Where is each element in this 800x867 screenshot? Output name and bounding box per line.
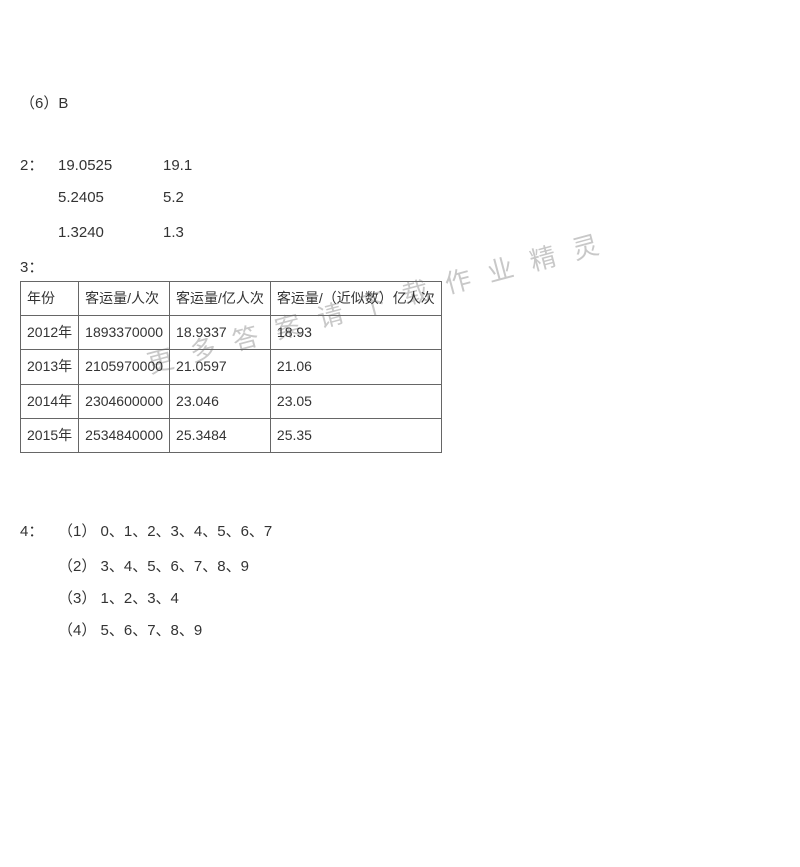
table-cell: 2013年 bbox=[21, 350, 79, 384]
question-6: （6）B bbox=[20, 90, 780, 117]
table-row: 2014年230460000023.04623.05 bbox=[21, 384, 442, 418]
table-cell: 23.05 bbox=[270, 384, 441, 418]
table-cell: 21.06 bbox=[270, 350, 441, 384]
q4-line-2: （3） 1、2、3、4 bbox=[20, 585, 780, 612]
question-4: 4：（1） 0、1、2、3、4、5、6、7 （2） 3、4、5、6、7、8、9 … bbox=[20, 518, 780, 644]
table-header: 年份 bbox=[21, 282, 79, 316]
table-cell: 18.9337 bbox=[170, 316, 271, 350]
table-cell: 25.3484 bbox=[170, 418, 271, 452]
table-cell: 2012年 bbox=[21, 316, 79, 350]
table-header: 客运量/（近似数）亿人次 bbox=[270, 282, 441, 316]
table-row: 2015年253484000025.348425.35 bbox=[21, 418, 442, 452]
table-cell: 21.0597 bbox=[170, 350, 271, 384]
q2-row-1: 5.24055.2 bbox=[20, 184, 780, 211]
q4-line-0: 4：（1） 0、1、2、3、4、5、6、7 bbox=[20, 518, 780, 545]
q4-sub-1-v: 3、4、5、6、7、8、9 bbox=[101, 558, 249, 575]
q4-sub-2-v: 1、2、3、4 bbox=[101, 590, 179, 607]
q4-sub-1-n: （2） bbox=[58, 558, 96, 575]
table-cell: 1893370000 bbox=[79, 316, 170, 350]
table-cell: 18.93 bbox=[270, 316, 441, 350]
q4-sub-3-n: （4） bbox=[58, 622, 96, 639]
q2-r2-b: 1.3 bbox=[163, 219, 184, 246]
q3-label: 3： bbox=[20, 254, 780, 281]
q2-row-2: 1.32401.3 bbox=[20, 219, 780, 246]
question-3: 3： 年份 客运量/人次 客运量/亿人次 客运量/（近似数）亿人次 2012年1… bbox=[20, 254, 780, 453]
q2-label: 2： bbox=[20, 152, 58, 179]
table-cell: 2014年 bbox=[21, 384, 79, 418]
table-header: 客运量/亿人次 bbox=[170, 282, 271, 316]
table-cell: 25.35 bbox=[270, 418, 441, 452]
table-row: 2013年210597000021.059721.06 bbox=[21, 350, 442, 384]
question-2: 2：19.052519.1 bbox=[20, 152, 780, 179]
table-cell: 2304600000 bbox=[79, 384, 170, 418]
q4-sub-3-v: 5、6、7、8、9 bbox=[101, 622, 203, 639]
table-cell: 2015年 bbox=[21, 418, 79, 452]
q2-r0-b: 19.1 bbox=[163, 152, 192, 179]
table-cell: 2534840000 bbox=[79, 418, 170, 452]
q4-sub-0-v: 0、1、2、3、4、5、6、7 bbox=[101, 523, 273, 540]
document-content: （6）B 2：19.052519.1 5.24055.2 1.32401.3 3… bbox=[20, 90, 780, 644]
q2-r2-a: 1.3240 bbox=[58, 219, 163, 246]
q4-line-1: （2） 3、4、5、6、7、8、9 bbox=[20, 553, 780, 580]
q2-r1-a: 5.2405 bbox=[58, 184, 163, 211]
q4-line-3: （4） 5、6、7、8、9 bbox=[20, 617, 780, 644]
q6-text: （6）B bbox=[20, 95, 68, 112]
table-header: 客运量/人次 bbox=[79, 282, 170, 316]
table-cell: 2105970000 bbox=[79, 350, 170, 384]
q4-sub-0-n: （1） bbox=[58, 523, 96, 540]
q2-r0-a: 19.0525 bbox=[58, 152, 163, 179]
table-header-row: 年份 客运量/人次 客运量/亿人次 客运量/（近似数）亿人次 bbox=[21, 282, 442, 316]
table-cell: 23.046 bbox=[170, 384, 271, 418]
q4-sub-2-n: （3） bbox=[58, 590, 96, 607]
data-table: 年份 客运量/人次 客运量/亿人次 客运量/（近似数）亿人次 2012年1893… bbox=[20, 281, 442, 453]
table-row: 2012年189337000018.933718.93 bbox=[21, 316, 442, 350]
q2-r1-b: 5.2 bbox=[163, 184, 184, 211]
q4-label: 4： bbox=[20, 518, 58, 545]
